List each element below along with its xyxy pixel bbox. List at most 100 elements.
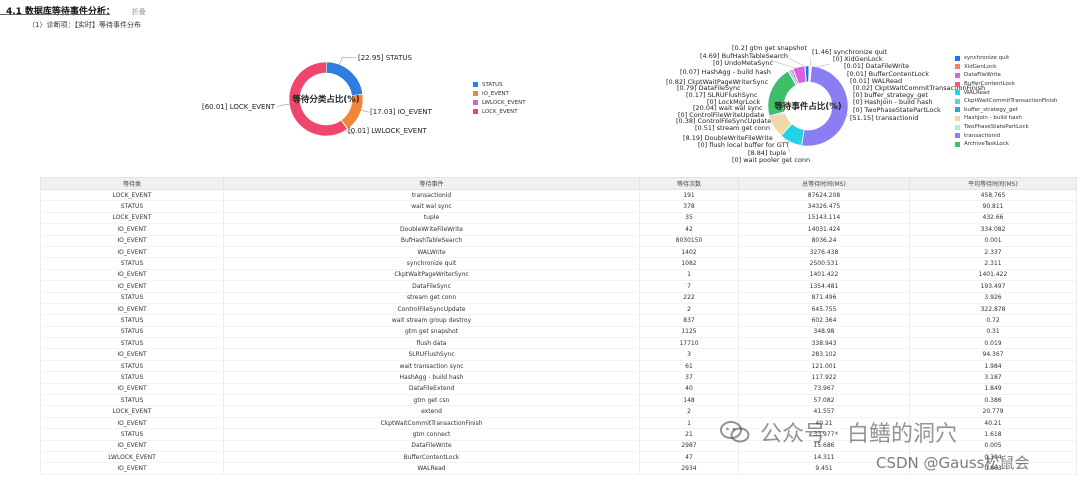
legend-item-twophasestatepartlock[interactable]: TwoPhaseStatePartLock [955,123,1058,132]
legend-item-ckptwaitcommittransactionfinish[interactable]: CkptWaitCommitTransactionFinish [955,97,1058,106]
legend-label: synchronize quit [964,55,1010,62]
col-avg-wait-time-header[interactable]: 平均等待时间(MS) [909,177,1077,190]
slice-label-hashagg-build-hash: [0.07] HashAgg - build hash [680,68,771,76]
slice-status[interactable] [325,61,364,96]
col-wait-event-cell: synchronize quit [223,257,640,270]
legend-item-xidgenlock[interactable]: XidGenLock [955,63,1058,72]
legend-label: IO_EVENT [482,90,509,97]
slice-label-lockmgrlock: [0] LockMgrLock [707,98,761,106]
legend-item-archivetasklock[interactable]: ArchiveTaskLock [955,140,1058,149]
table-row: IO_EVENT DoubleWriteFileWrite 42 14031.424 3… [40,223,1077,236]
col-wait-class-cell: IO_EVENT [40,269,224,282]
slice-label-ckptwaitpagewritersync: [0.82] CkptWaitPageWriterSync [666,78,769,86]
slice-label-transactionid: [51.15] transactionid [850,114,918,122]
col-wait-class-header[interactable]: 等待类 [40,177,224,190]
col-total-wait-time-cell: 283.102 [738,348,910,361]
col-avg-wait-time-cell: 2.337 [909,246,1077,259]
table-row: IO_EVENT WALWrite 1402 3276.438 2.337 [40,246,1077,259]
col-wait-class-cell: STATUS [40,428,224,441]
col-wait-class-cell: LOCK_EVENT [40,212,224,225]
col-wait-event-cell: gtm get csn [223,394,640,407]
legend-label: CkptWaitCommitTransactionFinish [964,98,1058,105]
legend-swatch [473,100,478,105]
leader-line [345,127,355,135]
slice-transactionid[interactable] [801,65,849,147]
legend-item-lwlock-event[interactable]: LWLOCK_EVENT [473,98,526,107]
header-underline [0,14,110,15]
slice-label-bufhashtablesearch: [4.69] BufHashTableSearch [700,52,788,60]
col-wait-count-cell: 191 [639,189,739,202]
table-row: STATUS HashAgg - build hash 37 117.922 3.187 [40,371,1077,384]
col-wait-event-cell: gtm get snapshot [223,326,640,339]
col-total-wait-time-cell: 348.98 [738,326,910,339]
col-avg-wait-time-cell: 40.21 [909,417,1077,430]
legend-swatch [473,91,478,96]
col-wait-class-cell: IO_EVENT [40,417,224,430]
legend-item-walread[interactable]: WALRead [955,88,1058,97]
col-wait-event-header[interactable]: 等待事件 [223,177,640,190]
col-wait-class-cell: STATUS [40,360,224,373]
col-total-wait-time-cell: 73.967 [738,383,910,396]
table-row: STATUS wait wal sync 378 34326.475 90.811 [40,200,1077,213]
wait-category-donut: 等待分类占比(%) [22.95] STATUS [17.03] IO_EVENT [… [202,54,433,137]
legend-item-buffercontentlock[interactable]: BufferContentLock [955,80,1058,89]
col-wait-class-cell: IO_EVENT [40,348,224,361]
collapse-toggle[interactable]: 折叠 [131,8,146,16]
col-wait-class-cell: IO_EVENT [40,280,224,293]
leader-line [276,103,290,108]
table-row: IO_EVENT SLRUFlushSync 3 283.102 94.367 [40,348,1077,361]
col-total-wait-time-cell: 645.755 [738,303,910,316]
col-total-wait-time-header[interactable]: 总等待时间(MS) [738,177,910,190]
col-wait-count-cell: 3 [639,348,739,361]
legend-label: BufferContentLock [964,81,1016,88]
legend-item-status[interactable]: STATUS [473,80,526,89]
col-wait-class-cell: LOCK_EVENT [40,405,224,418]
slice-lock-event[interactable] [288,61,348,137]
col-avg-wait-time-cell: 0.31 [909,326,1077,339]
legend-label: DataFileWrite [964,72,1001,79]
col-avg-wait-time-cell: 0.019 [909,337,1077,350]
legend-item-synchronize-quit[interactable]: synchronize quit [955,54,1058,63]
leader-line [809,56,812,67]
col-wait-count-cell: 47 [639,451,739,464]
legend-item-io-event[interactable]: IO_EVENT [473,89,526,98]
col-wait-count-cell: 1402 [639,246,739,259]
legend-label: ArchiveTaskLock [964,141,1009,148]
legend-item-datafilewrite[interactable]: DataFileWrite [955,71,1058,80]
slice-label-controlfilewriteupdate: [0] ControlFileWriteUpdate [678,111,764,119]
legend-item-hashjoin-build-hash[interactable]: HashJoin - build hash [955,114,1058,123]
col-wait-class-cell: STATUS [40,394,224,407]
legend-swatch [955,81,960,87]
col-wait-event-cell: CkptWaitPageWriterSync [223,269,640,282]
chart-title: 等待分类占比(%) [291,94,359,105]
col-wait-class-cell: STATUS [40,257,224,270]
legend-item-lock-event[interactable]: LOCK_EVENT [473,107,526,116]
col-wait-class-cell: LWLOCK_EVENT [40,451,224,464]
col-avg-wait-time-cell: 1.618 [909,428,1077,441]
table-row: LOCK_EVENT extend 2 41.557 20.779 [40,405,1077,418]
watermark-text: 公众号 · 白鳝的洞穴 [760,422,957,447]
slice-twophasestatepartlock[interactable] [809,65,812,83]
legend-label: WALRead [964,89,990,96]
table-row: IO_EVENT CkptWaitPageWriterSync 1 1401.422 1… [40,269,1077,282]
col-avg-wait-time-cell: 1401.422 [909,269,1077,282]
col-total-wait-time-cell: 34326.475 [738,200,910,213]
table-row: IO_EVENT DataFileSync 7 1354.481 193.497 [40,280,1077,293]
col-wait-class-cell: IO_EVENT [40,462,224,475]
slice-label-stream-get-conn: [0.51] stream get conn [695,124,770,132]
col-total-wait-time-cell: 3276.438 [738,246,910,259]
col-wait-count-header[interactable]: 等待次数 [639,177,739,190]
legend-item-transactionid[interactable]: transactionid [955,131,1058,140]
slice-label-gtm-get-snapshot: [0.2] gtm get snapshot [732,44,807,52]
col-total-wait-time-cell: 338.943 [738,337,910,350]
col-wait-class-cell: IO_EVENT [40,235,224,247]
legend-swatch [955,133,960,139]
slice-label-synchronize-quit: [1.46] synchronize quit [812,48,888,56]
col-avg-wait-time-cell: 334.082 [909,223,1077,236]
col-total-wait-time-cell: 117.922 [738,371,910,384]
legend-item-buffer-strategy-get[interactable]: buffer_strategy_get [955,106,1058,115]
col-total-wait-time-cell: 2500.531 [738,257,910,270]
section-number: 4.1 [6,7,22,17]
col-avg-wait-time-cell: 94.367 [909,348,1077,361]
col-wait-class-cell: IO_EVENT [40,383,224,396]
